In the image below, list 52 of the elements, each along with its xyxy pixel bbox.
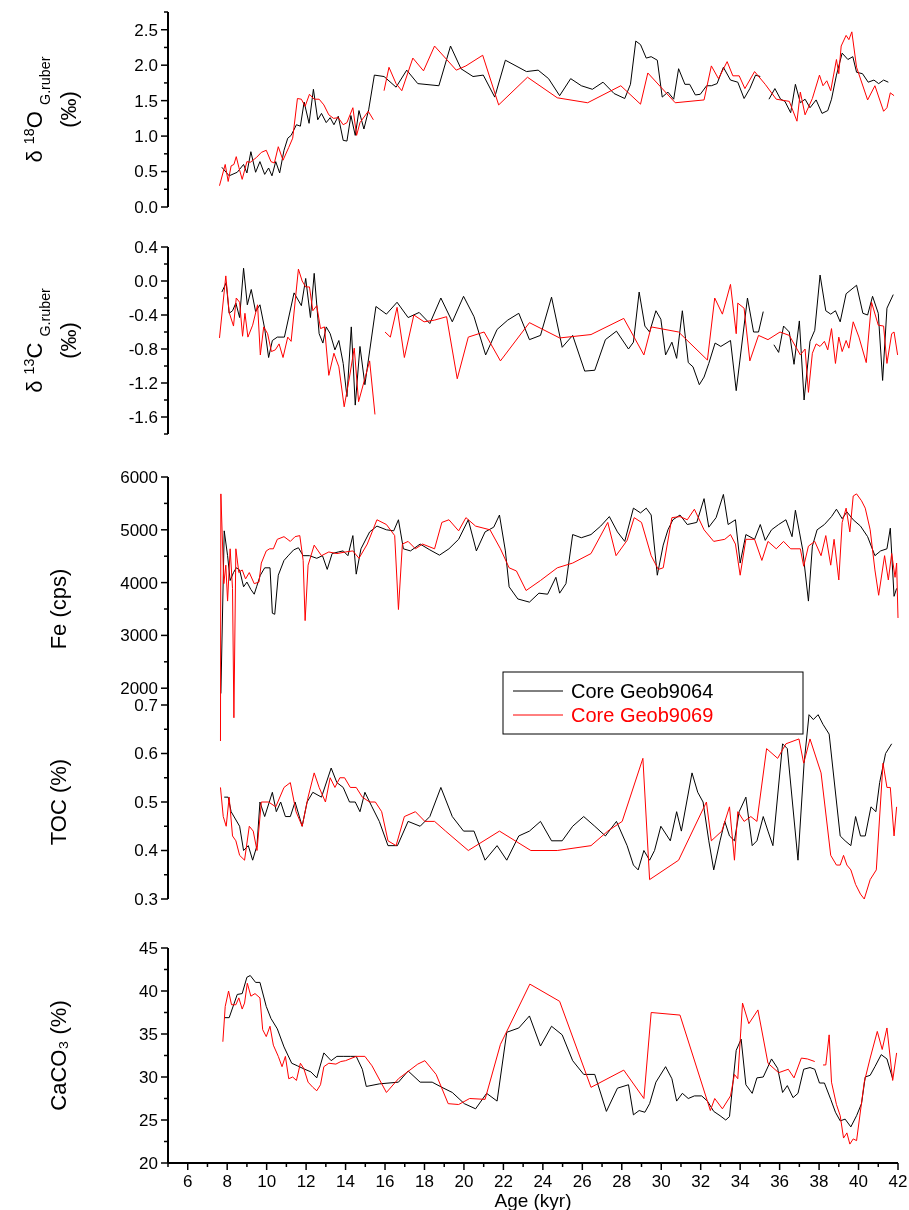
y-tick-label: 1.5 bbox=[134, 91, 158, 111]
x-tick-label: 30 bbox=[651, 1172, 671, 1191]
y-tick-label: 1.0 bbox=[134, 127, 158, 147]
y-axis-title: CaCO₃ (%) bbox=[46, 1000, 71, 1111]
y-tick-label: 0.4 bbox=[134, 841, 158, 861]
x-tick-label: 32 bbox=[691, 1172, 711, 1191]
y-tick-label: 5000 bbox=[120, 520, 158, 540]
y-tick-label: 0.0 bbox=[134, 197, 158, 217]
x-tick-label: 18 bbox=[415, 1172, 434, 1191]
line-series bbox=[219, 738, 898, 900]
y-tick-label: 2.0 bbox=[134, 56, 158, 76]
x-tick-label: 20 bbox=[454, 1172, 474, 1191]
y-tick-label: 0.6 bbox=[134, 744, 158, 764]
x-tick-label: 10 bbox=[257, 1172, 277, 1191]
y-tick-label: -0.8 bbox=[128, 339, 158, 359]
x-tick-label: 12 bbox=[296, 1172, 316, 1191]
y-tick-label: -0.4 bbox=[128, 305, 158, 325]
x-tick-label: 22 bbox=[493, 1172, 513, 1191]
y-tick-label: 35 bbox=[139, 1024, 158, 1044]
y-tick-label: 25 bbox=[139, 1110, 158, 1130]
y-tick-label: -1.2 bbox=[128, 373, 158, 393]
y-tick-label: 6000 bbox=[120, 467, 158, 487]
y-tick-label: 20 bbox=[139, 1153, 158, 1173]
y-tick-label: 0.3 bbox=[134, 889, 158, 909]
y-axis-title: Fe (cps) bbox=[46, 568, 71, 650]
y-tick-label: 0.5 bbox=[134, 792, 158, 812]
x-tick-label: 42 bbox=[888, 1172, 908, 1191]
y-tick-label: 30 bbox=[139, 1067, 158, 1087]
legend-label: Core Geob9064 bbox=[571, 680, 714, 702]
y-tick-label: 2.5 bbox=[134, 20, 158, 40]
x-tick-label: 16 bbox=[375, 1172, 395, 1191]
x-tick-label: 6 bbox=[183, 1172, 193, 1191]
x-tick-label: 14 bbox=[336, 1172, 356, 1191]
x-tick-label: 24 bbox=[533, 1172, 553, 1191]
y-tick-label: 0.4 bbox=[134, 237, 158, 257]
y-tick-label: -1.6 bbox=[128, 407, 158, 427]
y-tick-label: 4000 bbox=[120, 573, 158, 593]
y-tick-label: 0.5 bbox=[134, 162, 158, 182]
x-tick-label: 28 bbox=[612, 1172, 632, 1191]
y-axis-title: TOC (%) bbox=[46, 758, 71, 846]
legend-label: Core Geob9069 bbox=[571, 704, 714, 726]
x-tick-label: 26 bbox=[572, 1172, 592, 1191]
x-tick-label: 36 bbox=[770, 1172, 790, 1191]
y-tick-label: 45 bbox=[139, 938, 158, 958]
y-tick-label: 3000 bbox=[120, 626, 158, 646]
y-tick-label: 40 bbox=[139, 981, 158, 1001]
y-tick-label: 0.0 bbox=[134, 271, 158, 291]
x-tick-label: 40 bbox=[849, 1172, 868, 1191]
x-tick-label: 34 bbox=[730, 1172, 750, 1191]
line-series bbox=[219, 493, 899, 742]
x-tick-label: 8 bbox=[222, 1172, 232, 1191]
x-tick-label: 38 bbox=[809, 1172, 829, 1191]
